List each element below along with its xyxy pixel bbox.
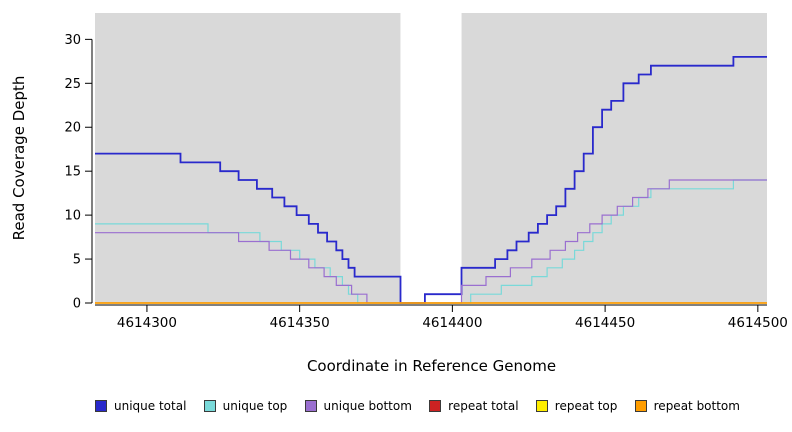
legend-item: repeat bottom: [634, 399, 740, 413]
legend-item: unique bottom: [304, 399, 412, 413]
legend-label: unique total: [114, 399, 187, 413]
y-tick-label: 5: [73, 253, 81, 268]
x-tick-label: 4614450: [575, 315, 635, 331]
series-unique-bottom: [95, 179, 767, 304]
legend-swatch: [203, 400, 216, 412]
legend-label: repeat total: [448, 399, 519, 413]
y-tick-label: 15: [64, 165, 81, 180]
legend-label: unique bottom: [323, 399, 412, 413]
y-tick-label: 30: [64, 33, 81, 48]
legend-item: repeat total: [429, 399, 519, 413]
x-tick-label: 4614300: [117, 315, 177, 331]
legend-item: repeat top: [535, 399, 618, 413]
legend-label: repeat top: [554, 399, 618, 413]
y-axis-title: Read Coverage Depth: [10, 76, 28, 241]
series-unique-total: [95, 56, 767, 304]
legend-label: repeat bottom: [653, 399, 740, 413]
legend-swatch: [634, 400, 647, 412]
legend-item: unique top: [203, 399, 288, 413]
legend-item: unique total: [95, 399, 186, 413]
x-tick-label: 4614400: [422, 315, 482, 331]
sequenced-region: [461, 13, 767, 303]
x-tick-label: 4614500: [728, 315, 788, 331]
sequenced-region: [95, 13, 401, 303]
legend: unique total unique top unique bottom repea…: [0, 399, 792, 413]
y-tick-label: 0: [73, 297, 81, 312]
coverage-plot: 0 5 10 15 20 25 30 4614300 4614350 4614400 4614450…: [10, 13, 788, 331]
legend-swatch: [429, 400, 442, 412]
y-tick-label: 20: [64, 121, 81, 136]
x-tick-label: 4614350: [270, 315, 330, 331]
legend-swatch: [95, 400, 107, 412]
y-tick-label: 10: [64, 209, 81, 224]
y-tick-label: 25: [64, 77, 81, 92]
axes: [85, 38, 767, 312]
legend-swatch: [304, 400, 317, 412]
series-unique-top: [95, 179, 767, 304]
legend-swatch: [535, 400, 548, 412]
x-axis-title: Coordinate in Reference Genome: [306, 357, 557, 375]
legend-label: unique top: [222, 399, 288, 413]
